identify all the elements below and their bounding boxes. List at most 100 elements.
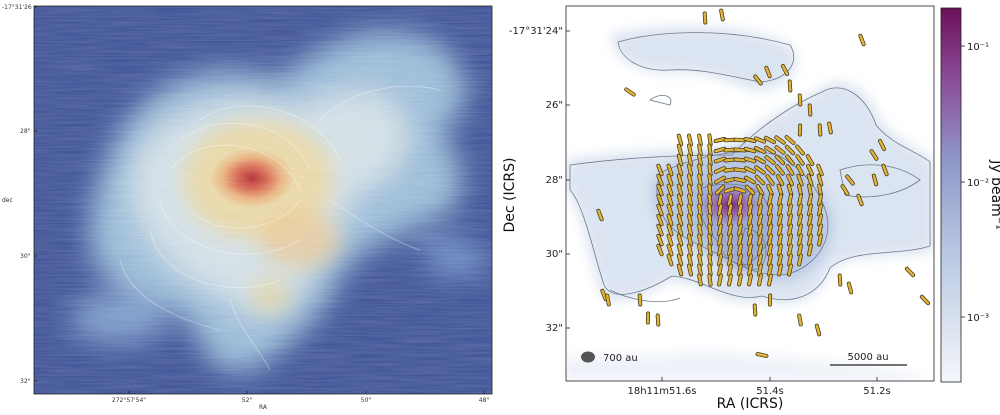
- left-y-label: dec: [2, 197, 13, 204]
- polarization-vector: [709, 256, 710, 265]
- left-dec-tick-0: -17°31'26: [2, 4, 32, 11]
- colorbar-tick-1: 10⁻²: [967, 178, 989, 189]
- polarization-vector: [799, 226, 801, 235]
- polarization-vector: [709, 276, 710, 285]
- polarization-vector: [729, 226, 731, 235]
- polarization-vector: [705, 14, 706, 23]
- left-dec-tick-1: 28": [20, 128, 31, 135]
- left-x-label: RA: [259, 404, 268, 411]
- polarization-vector: [819, 186, 821, 195]
- right-dec-tick-0: -17°31'24": [509, 26, 563, 37]
- polarization-vector: [709, 246, 710, 255]
- left-ra-tick-0: 272°57'54": [112, 397, 146, 404]
- polarization-vector: [739, 246, 741, 255]
- polarization-vector: [709, 196, 710, 205]
- polarization-vector: [799, 196, 801, 205]
- polarization-vector: [719, 216, 721, 225]
- polarization-vector: [789, 196, 791, 205]
- polarization-vector: [719, 256, 721, 265]
- scale-bar-label: 5000 au: [847, 352, 888, 363]
- polarization-vector: [726, 179, 735, 181]
- polarization-vector: [719, 226, 721, 235]
- polarization-vector: [749, 256, 751, 265]
- polarization-vector: [840, 276, 841, 285]
- polarization-vector: [699, 236, 701, 245]
- right-ra-tick-2: 51.2s: [863, 386, 890, 397]
- polarization-vector: [779, 266, 781, 275]
- polarization-vector: [739, 216, 741, 225]
- polarization-vector: [779, 256, 781, 265]
- polarization-vector: [769, 226, 771, 235]
- right-dec-tick-1: 26": [546, 100, 563, 111]
- polarization-vector: [729, 276, 731, 285]
- polarization-vector: [799, 256, 801, 265]
- left-ra-tick-2: 50": [361, 397, 372, 404]
- polarization-vector: [699, 216, 701, 225]
- polarization-vector: [779, 236, 781, 245]
- polarization-vector: [607, 296, 609, 305]
- right-x-axis-title: RA (ICRS): [717, 396, 784, 411]
- polarization-vector: [709, 206, 710, 215]
- left-dec-tick-3: 32": [20, 378, 31, 385]
- colorbar: [941, 8, 961, 382]
- polarization-vector: [759, 216, 761, 225]
- polarization-vector: [709, 156, 710, 165]
- polarization-vector: [709, 266, 710, 275]
- polarization-vector: [729, 236, 731, 245]
- polarization-vector: [699, 136, 701, 145]
- polarization-vector: [790, 82, 791, 91]
- polarization-vector: [719, 266, 721, 275]
- polarization-vector: [739, 266, 741, 275]
- polarization-vector: [779, 196, 781, 205]
- polarization-vector: [759, 256, 761, 265]
- polarization-vector: [799, 316, 801, 325]
- polarization-vector: [699, 146, 701, 155]
- polarization-vector: [709, 166, 710, 175]
- right-polarization-figure: 700 au 5000 au -17°31'24" 26" 28" 30" 32…: [500, 0, 1000, 411]
- polarization-vector: [749, 216, 751, 225]
- beam-ellipse: [581, 352, 595, 363]
- colorbar-tick-2: 10⁻³: [967, 313, 989, 324]
- polarization-vector: [809, 196, 811, 205]
- polarization-vector: [789, 226, 791, 235]
- polarization-vector: [709, 136, 710, 145]
- polarization-vector: [789, 256, 791, 265]
- polarization-vector: [819, 216, 821, 225]
- polarization-vector: [769, 196, 771, 205]
- polarization-vector: [699, 196, 701, 205]
- polarization-vector: [799, 236, 801, 245]
- polarization-vector: [699, 266, 701, 275]
- polarization-vector: [819, 236, 821, 245]
- polarization-vector: [789, 266, 791, 275]
- polarization-vector: [749, 196, 751, 205]
- polarization-vector: [699, 276, 701, 285]
- right-dec-tick-3: 30": [546, 249, 563, 260]
- polarization-vector: [699, 206, 701, 215]
- polarization-vector: [736, 140, 745, 141]
- polarization-vector: [739, 276, 741, 285]
- left-ra-tick-3: 48": [479, 397, 490, 404]
- polarization-vector: [719, 196, 721, 205]
- polarization-vector: [809, 206, 811, 215]
- polarization-vector: [820, 126, 821, 135]
- polarization-vector: [729, 216, 731, 225]
- right-y-axis-title: Dec (ICRS): [502, 158, 518, 233]
- polarization-vector: [729, 246, 731, 255]
- polarization-vector: [739, 236, 741, 245]
- polarization-vector: [719, 276, 721, 285]
- polarization-vector: [640, 296, 641, 305]
- polarization-vector: [759, 266, 761, 275]
- polarization-vector: [709, 216, 710, 225]
- polarization-vector: [699, 246, 701, 255]
- polarization-vector: [779, 226, 781, 235]
- polarization-vector: [729, 196, 731, 205]
- polarization-vector: [789, 236, 791, 245]
- polarization-vector: [709, 146, 710, 155]
- right-dec-tick-4: 32": [546, 323, 563, 334]
- polarization-vector: [759, 246, 761, 255]
- polarization-vector: [809, 236, 811, 245]
- polarization-vector: [789, 246, 791, 255]
- polarization-vector: [699, 186, 701, 195]
- polarization-vector: [739, 196, 741, 205]
- polarization-vector: [759, 236, 761, 245]
